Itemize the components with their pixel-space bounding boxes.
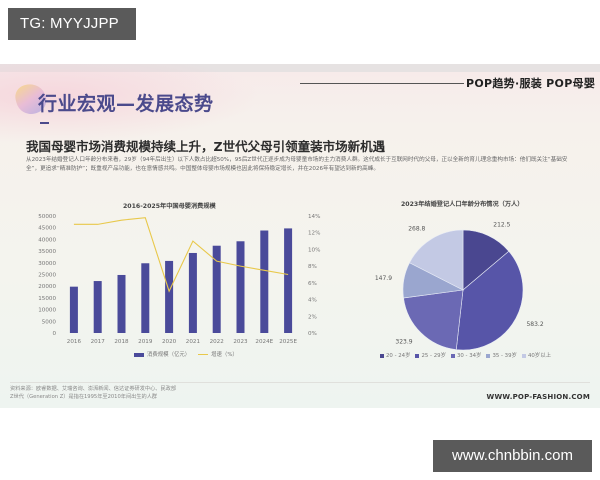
y-left-tick: 35000: [38, 249, 56, 255]
pie-chart: 212.5 583.2 323.9 147.9 268.8: [375, 222, 544, 351]
title-underline: [40, 122, 49, 124]
y-right-tick: 4%: [308, 298, 317, 304]
x-tick: 2024E: [255, 339, 273, 345]
legend-item: 40岁以上: [521, 351, 551, 359]
watermark-tag-top: TG: MYYJJPP: [8, 8, 136, 40]
pie-chart-legend: 20 - 24岁 25 - 29岁 30 - 34岁 35 - 39岁 40岁以上: [380, 351, 551, 359]
legend-item: 30 - 34岁: [450, 351, 481, 359]
x-tick: 2020: [162, 339, 177, 345]
website-url: WWW.POP-FASHION.COM: [486, 393, 590, 401]
pie-label: 268.8: [408, 226, 425, 233]
growth-line: [73, 217, 289, 293]
pie-chart-title: 2023年结婚登记人口年龄分布情况（万人）: [401, 201, 524, 208]
bar: [165, 260, 174, 333]
y-left-tick: 15000: [38, 296, 56, 302]
bar: [284, 228, 293, 333]
y-left-tick: 25000: [38, 273, 56, 279]
y-right-tick: 10%: [308, 247, 320, 253]
x-tick: 2021: [186, 339, 201, 345]
slide: 行业宏观—发展态势 POP趋势·服装 POP母婴 我国母婴市场消费规模持续上升，…: [0, 64, 600, 408]
bar: [93, 281, 102, 333]
bar: [260, 230, 269, 333]
x-tick: 2016: [67, 339, 82, 345]
legend-swatch-icon: [486, 353, 491, 358]
y-left-tick: 40000: [38, 237, 56, 243]
legend-item-growth: 增速（%）: [198, 350, 238, 358]
headline: 我国母婴市场消费规模持续上升，Z世代父母引领童装市场新机遇: [26, 139, 386, 154]
pie-slice: [462, 229, 510, 291]
bar: [212, 245, 221, 333]
x-tick: 2023: [233, 339, 248, 345]
pie-label: 583.2: [526, 321, 543, 328]
y-left-tick: 10000: [38, 308, 56, 314]
section-title: 行业宏观—发展态势: [38, 93, 214, 115]
pie-slice: [455, 250, 524, 351]
y-left-tick: 30000: [38, 261, 56, 267]
source-line: 资料来源：欧睿数据、艾瑞咨询、澎湃新闻、信达证券研发中心、民政部: [10, 386, 177, 392]
y-right-tick: 14%: [308, 214, 320, 220]
legend-item: 35 - 39岁: [486, 351, 517, 359]
pie-label: 323.9: [395, 338, 412, 345]
source-note: 资料来源：欧睿数据、艾瑞咨询、澎湃新闻、信达证券研发中心、民政部 Z世代（Gen…: [10, 386, 176, 401]
bar-chart-title: 2016-2025年中国母婴消费规模: [123, 203, 216, 210]
y-left-tick: 20000: [38, 284, 56, 290]
line-swatch-icon: [198, 354, 209, 355]
footer-divider: [10, 382, 590, 383]
brand-divider: [300, 83, 464, 84]
y-right-tick: 8%: [308, 264, 317, 270]
pie-slice: [409, 229, 464, 291]
description: 从2023年结婚登记人口年龄分布来看，29岁（94年后出生）以下人数占比超50%…: [26, 157, 568, 172]
legend-swatch-icon: [415, 353, 420, 358]
gen-z-note: Z世代（Generation Z）是指在1995年至2010年间出生的人群: [10, 393, 158, 400]
x-tick: 2025E: [279, 339, 297, 345]
bar: [69, 286, 78, 333]
y-left-tick: 45000: [38, 226, 56, 232]
x-tick: 2019: [138, 339, 153, 345]
bar-swatch-icon: [134, 352, 144, 357]
bar-chart-legend: 消费规模（亿元） 增速（%）: [134, 350, 238, 358]
legend-swatch-icon: [450, 353, 455, 358]
y-right-tick: 2%: [308, 314, 317, 320]
y-right-tick: 12%: [308, 231, 320, 237]
watermark-tag-bottom: www.chnbbin.com: [433, 440, 592, 472]
legend-item: 25 - 29岁: [415, 351, 446, 359]
y-right-tick: 6%: [308, 281, 317, 287]
bar: [117, 274, 126, 333]
legend-swatch-icon: [380, 353, 384, 358]
x-tick: 2017: [91, 339, 106, 345]
pie-slice: [403, 289, 464, 350]
bar-line-chart: 0 5000 10000 15000 20000 25000 30000 35000 40000…: [38, 214, 320, 345]
bar: [141, 263, 150, 333]
x-tick: 2018: [114, 339, 129, 345]
bar: [188, 252, 197, 333]
legend-swatch-icon: [521, 353, 526, 358]
y-right-tick: 0%: [308, 331, 317, 337]
y-left-tick: 0: [52, 331, 56, 337]
pie-label: 212.5: [493, 222, 510, 229]
y-left-tick: 50000: [38, 214, 56, 220]
bar: [236, 241, 245, 333]
x-tick: 2022: [210, 339, 224, 345]
pie-label: 147.9: [375, 275, 392, 282]
legend-item: 20 - 24岁: [380, 351, 410, 359]
y-left-tick: 5000: [42, 319, 57, 325]
legend-item-volume: 消费规模（亿元）: [134, 350, 190, 358]
brand-logo: POP趋势·服装 POP母婴: [466, 77, 596, 90]
